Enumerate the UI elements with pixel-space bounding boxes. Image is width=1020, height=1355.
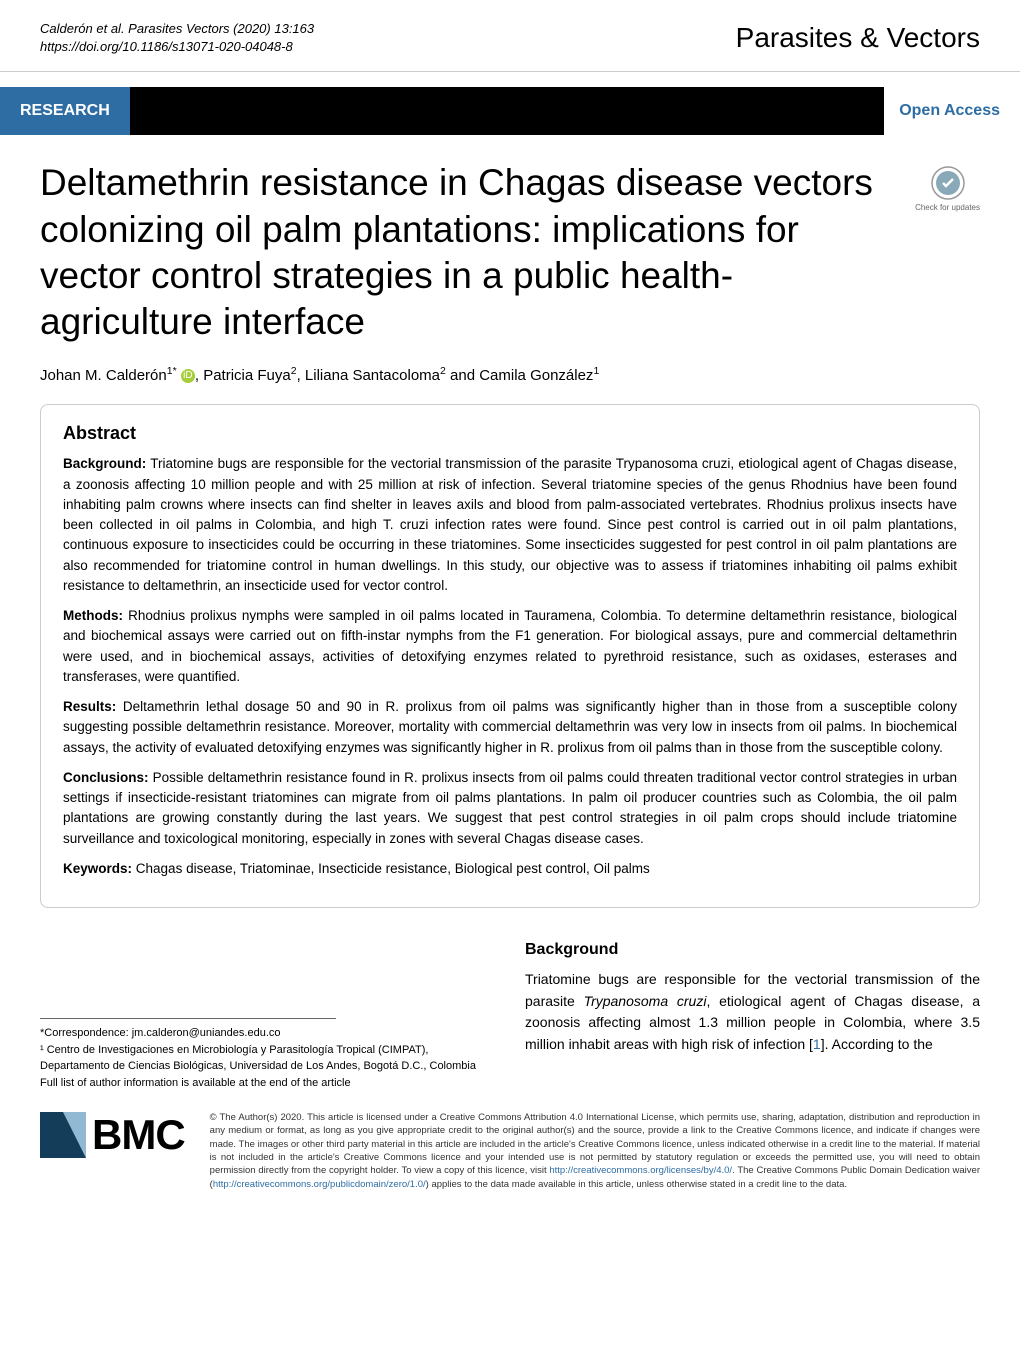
license-text: © The Author(s) 2020. This article is li…	[210, 1111, 980, 1191]
author-info-note: Full list of author information is avail…	[40, 1075, 495, 1092]
abstract-results-label: Results:	[63, 699, 116, 714]
abstract-methods-label: Methods:	[63, 608, 123, 623]
abstract-keywords: Keywords: Chagas disease, Triatominae, I…	[63, 859, 957, 879]
abstract-keywords-text: Chagas disease, Triatominae, Insecticide…	[132, 861, 650, 876]
crossmark-icon	[930, 165, 966, 201]
abstract-results: Results: Deltamethrin lethal dosage 50 a…	[63, 697, 957, 758]
abstract-methods-text: Rhodnius prolixus nymphs were sampled in…	[63, 608, 957, 684]
abstract-results-text: Deltamethrin lethal dosage 50 and 90 in …	[63, 699, 957, 755]
bmc-square-icon	[40, 1112, 86, 1158]
citation-authors: Calderón et al. Parasites Vectors (2020)…	[40, 20, 314, 38]
background-heading: Background	[525, 938, 980, 963]
citation-doi: https://doi.org/10.1186/s13071-020-04048…	[40, 38, 314, 56]
bg-italic-1: Trypanosoma cruzi	[584, 993, 707, 1009]
bg-text-3: ]. According to the	[821, 1036, 933, 1052]
research-label: RESEARCH	[0, 87, 130, 135]
title-block: Deltamethrin resistance in Chagas diseas…	[0, 135, 1020, 365]
abstract-conclusions-label: Conclusions:	[63, 770, 149, 785]
check-updates-badge[interactable]: Check for updates	[915, 165, 980, 212]
open-access-label: Open Access	[884, 87, 1020, 135]
abstract-box: Abstract Background: Triatomine bugs are…	[40, 404, 980, 908]
abstract-heading: Abstract	[63, 423, 957, 444]
authors-line: Johan M. Calderón1* iD, Patricia Fuya2, …	[0, 365, 1020, 404]
background-column: Background Triatomine bugs are responsib…	[525, 938, 980, 1091]
abstract-methods: Methods: Rhodnius prolixus nymphs were s…	[63, 606, 957, 687]
abstract-background: Background: Triatomine bugs are responsi…	[63, 454, 957, 596]
license-url-2[interactable]: http://creativecommons.org/publicdomain/…	[213, 1179, 426, 1190]
article-title: Deltamethrin resistance in Chagas diseas…	[40, 160, 980, 345]
correspondence-label: *Correspondence:	[40, 1027, 129, 1039]
abstract-background-label: Background:	[63, 456, 146, 471]
abstract-conclusions: Conclusions: Possible deltamethrin resis…	[63, 768, 957, 849]
correspondence-email: jm.calderon@uniandes.edu.co	[132, 1027, 281, 1039]
abstract-background-text: Triatomine bugs are responsible for the …	[63, 456, 957, 593]
divider	[40, 1018, 336, 1019]
license-end: ) applies to the data made available in …	[426, 1179, 847, 1190]
abstract-conclusions-text: Possible deltamethrin resistance found i…	[63, 770, 957, 846]
footer-block: BMC © The Author(s) 2020. This article i…	[0, 1111, 1020, 1211]
bmc-logo: BMC	[40, 1111, 185, 1159]
journal-name: Parasites & Vectors	[736, 22, 980, 54]
affiliation-text: ¹ Centro de Investigaciones en Microbiol…	[40, 1042, 495, 1075]
abstract-keywords-label: Keywords:	[63, 861, 132, 876]
check-updates-text: Check for updates	[915, 203, 980, 212]
background-paragraph: Triatomine bugs are responsible for the …	[525, 969, 980, 1056]
correspondence-line: *Correspondence: jm.calderon@uniandes.ed…	[40, 1025, 495, 1042]
license-url-1[interactable]: http://creativecommons.org/licenses/by/4…	[549, 1165, 732, 1176]
two-column-section: *Correspondence: jm.calderon@uniandes.ed…	[0, 928, 1020, 1111]
bmc-text: BMC	[92, 1111, 185, 1159]
header-row: Calderón et al. Parasites Vectors (2020)…	[0, 0, 1020, 72]
reference-1[interactable]: 1	[813, 1036, 821, 1052]
category-bar: RESEARCH Open Access	[0, 87, 1020, 135]
citation-block: Calderón et al. Parasites Vectors (2020)…	[40, 20, 314, 56]
correspondence-column: *Correspondence: jm.calderon@uniandes.ed…	[40, 938, 495, 1091]
